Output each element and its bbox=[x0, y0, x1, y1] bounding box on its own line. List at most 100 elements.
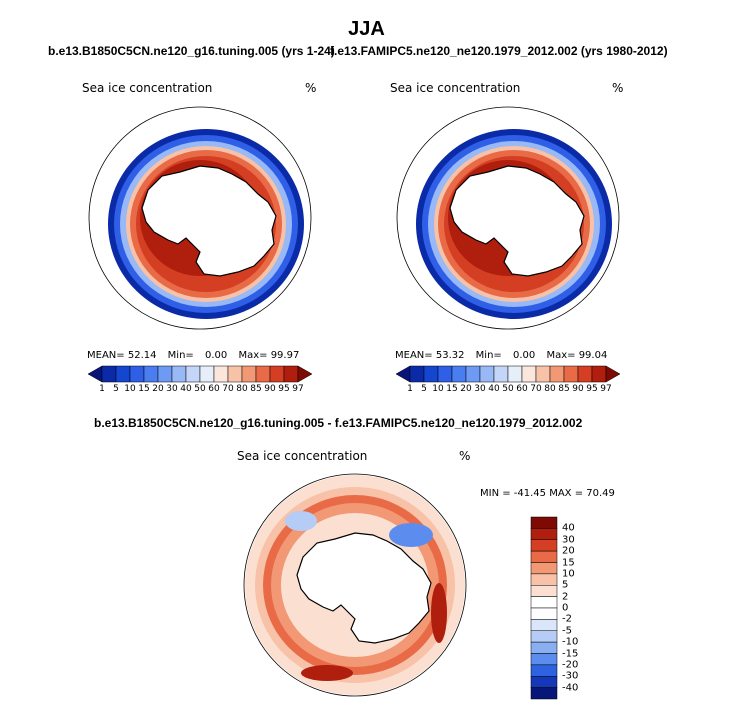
panel1-colorbar-box-0 bbox=[87, 365, 103, 383]
diff-colorbar-box-9 bbox=[530, 619, 558, 631]
diff-colorbar-box-11 bbox=[530, 641, 558, 654]
panel2-colorbar-tick-label: 95 bbox=[586, 384, 598, 394]
diff-ice-band-5 bbox=[389, 523, 433, 547]
panel1-colorbar-box-15 bbox=[297, 365, 313, 383]
panel1-colorbar-box-7 bbox=[185, 365, 201, 383]
panel2-colorbar-box-0 bbox=[395, 365, 411, 383]
panel1-colorbar-box-13 bbox=[269, 365, 285, 383]
panel2-colorbar-tick-label: 50 bbox=[502, 384, 514, 394]
panel2-colorbar-box-14 bbox=[591, 365, 607, 383]
panel1-units-label: % bbox=[305, 81, 317, 95]
panel1-colorbar-tick-label: 80 bbox=[236, 384, 248, 394]
diff-colorbar-box-0 bbox=[530, 516, 558, 529]
diff-colorbar-tick-label: 0 bbox=[562, 602, 569, 614]
panel1-colorbar-box-9 bbox=[213, 365, 229, 383]
panel2-colorbar-tick-label: 30 bbox=[474, 384, 486, 394]
panel1-colorbar-tick-label: 5 bbox=[113, 384, 119, 394]
diff-colorbar-box-4 bbox=[530, 562, 558, 575]
panel1-colorbar-box-12 bbox=[255, 365, 271, 383]
diff-ice-band-8 bbox=[431, 583, 447, 643]
panel2-colorbar-box-7 bbox=[493, 365, 509, 383]
panel2-min-value: 0.00 bbox=[512, 350, 536, 361]
diff-colorbar-box-3 bbox=[530, 550, 558, 563]
panel1-colorbar-box-6 bbox=[171, 365, 187, 383]
panel2-colorbar-box-9 bbox=[521, 365, 537, 383]
diff-colorbar-tick-label: 2 bbox=[562, 591, 569, 603]
panel2-colorbar-tick-label: 85 bbox=[558, 384, 570, 394]
case-a-title: b.e13.B1850C5CN.ne120_g16.tuning.005 (yr… bbox=[48, 44, 335, 58]
panel1-colorbar-tick-label: 95 bbox=[278, 384, 290, 394]
diff-colorbar-tick-label: 10 bbox=[562, 568, 575, 580]
diff-colorbar-box-15 bbox=[530, 687, 558, 700]
panel1-colorbar-box-1 bbox=[101, 365, 117, 383]
panel1-min-value: 0.00 bbox=[204, 350, 228, 361]
panel1-map-boundary bbox=[88, 106, 312, 330]
panel1-colorbar-tick-label: 40 bbox=[180, 384, 192, 394]
panel1-colorbar-tick-label: 50 bbox=[194, 384, 206, 394]
diff-colorbar-box-13 bbox=[530, 664, 558, 677]
panel2-colorbar-tick-label: 60 bbox=[516, 384, 528, 394]
panel2-variable-label: Sea ice concentration bbox=[390, 81, 521, 95]
diff-minmax-stats: MIN = -41.45 MAX = 70.49 bbox=[480, 488, 615, 499]
panel1-colorbar-box-4 bbox=[143, 365, 159, 383]
panel2-min-label: Min= bbox=[475, 350, 502, 361]
panel2-map-boundary bbox=[396, 106, 620, 330]
panel1-colorbar-box-10 bbox=[227, 365, 243, 383]
diff-colorbar-tick-label: -2 bbox=[562, 613, 572, 625]
diff-colorbar-box-14 bbox=[530, 676, 558, 688]
panel1-colorbar-tick-label: 20 bbox=[152, 384, 164, 394]
diff-colorbar-tick-label: -20 bbox=[562, 659, 579, 671]
panel2-colorbar-box-12 bbox=[563, 365, 579, 383]
panel2-colorbar-tick-label: 97 bbox=[600, 384, 612, 394]
panel2-colorbar-box-2 bbox=[423, 365, 439, 383]
panel1-mean-label: MEAN= bbox=[87, 350, 125, 361]
diff-ice-band-6 bbox=[285, 511, 317, 531]
panel2-colorbar-tick-label: 15 bbox=[446, 384, 458, 394]
diff-polar-map bbox=[243, 473, 467, 697]
diff-colorbar-tick-label: 5 bbox=[562, 579, 569, 591]
diff-colorbar bbox=[530, 516, 558, 700]
panel1-colorbar-tick-label: 1 bbox=[99, 384, 105, 394]
panel2-colorbar-box-13 bbox=[577, 365, 593, 383]
diff-colorbar-tick-label: -30 bbox=[562, 670, 579, 682]
panel1-colorbar-box-2 bbox=[115, 365, 131, 383]
diff-colorbar-tick-label: -15 bbox=[562, 648, 579, 659]
panel2-colorbar-tick-label: 5 bbox=[421, 384, 427, 394]
panel1-colorbar-tick-label: 60 bbox=[208, 384, 220, 394]
panel2-colorbar bbox=[395, 365, 621, 383]
diff-colorbar-tick-label: -40 bbox=[562, 682, 579, 694]
panel1-polar-map bbox=[88, 106, 312, 330]
panel1-colorbar-tick-label: 30 bbox=[166, 384, 178, 394]
diff-colorbar-tick-label: 20 bbox=[562, 545, 575, 557]
diff-colorbar-box-7 bbox=[530, 596, 558, 609]
diff-colorbar-tick-label: 30 bbox=[562, 534, 575, 546]
panel2-colorbar-tick-label: 20 bbox=[460, 384, 472, 394]
diff-colorbar-ticks: 40 30 20 15 10 5 2 0 -2 -5 -10 -15 -20 -30 -40 bbox=[562, 517, 602, 699]
panel2-colorbar-tick-label: 40 bbox=[488, 384, 500, 394]
diff-colorbar-box-10 bbox=[530, 630, 558, 643]
panel2-colorbar-box-11 bbox=[549, 365, 565, 383]
figure-title: JJA bbox=[348, 18, 385, 40]
panel1-min-label: Min= bbox=[167, 350, 194, 361]
panel2-units-label: % bbox=[612, 81, 624, 95]
panel2-colorbar-box-5 bbox=[465, 365, 481, 383]
panel1-colorbar-tick-label: 15 bbox=[138, 384, 150, 394]
panel1-max-value: 99.97 bbox=[270, 350, 300, 361]
panel1-colorbar-tick-label: 85 bbox=[250, 384, 262, 394]
panel2-colorbar-tick-label: 90 bbox=[572, 384, 584, 394]
panel2-colorbar-tick-label: 1 bbox=[407, 384, 413, 394]
panel1-colorbar-box-14 bbox=[283, 365, 299, 383]
panel2-colorbar-tick-label: 10 bbox=[432, 384, 444, 394]
panel2-mean-label: MEAN= bbox=[395, 350, 433, 361]
diff-colorbar-box-5 bbox=[530, 573, 558, 586]
panel1-colorbar-tick-label: 90 bbox=[264, 384, 276, 394]
diff-map-boundary bbox=[243, 473, 467, 697]
panel1-colorbar-tick-label: 10 bbox=[124, 384, 136, 394]
panel1-antarctica-coastline bbox=[141, 165, 277, 277]
diff-colorbar-box-1 bbox=[530, 528, 558, 540]
panel2-colorbar-tick-label: 70 bbox=[530, 384, 542, 394]
diff-colorbar-tick-label: -10 bbox=[562, 636, 579, 648]
panel1-colorbar-tick-label: 97 bbox=[292, 384, 304, 394]
panel1-colorbar bbox=[87, 365, 313, 383]
panel2-colorbar-box-15 bbox=[605, 365, 621, 383]
